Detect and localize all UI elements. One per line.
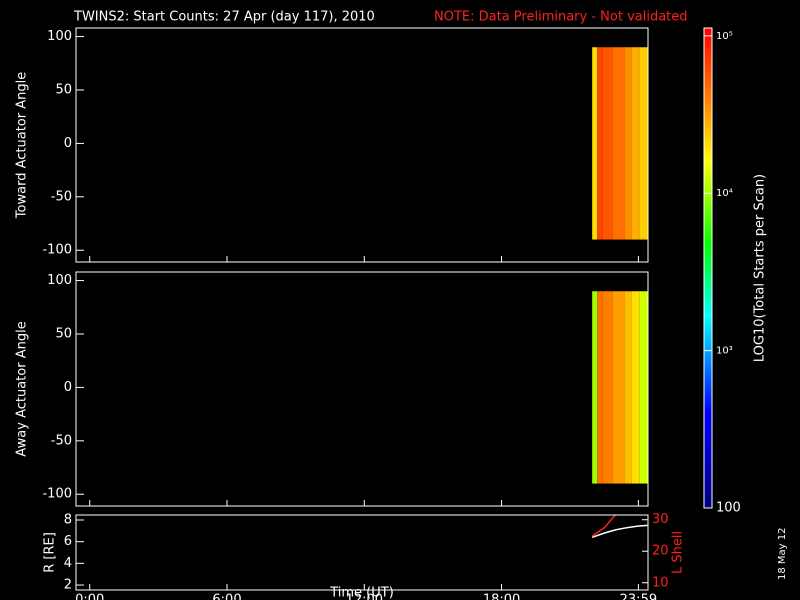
x-tick-label: 6:00 — [212, 593, 241, 600]
x-tick-label: 12:00 — [346, 593, 383, 600]
series-line — [591, 524, 648, 539]
heat-cell — [631, 291, 640, 484]
colorbar-tick-label: 100 — [716, 501, 741, 516]
y-tick-label: 2 — [64, 578, 72, 593]
x-label: Time (UT) — [329, 586, 394, 600]
colorbar-tick-label: 10⁴ — [716, 188, 733, 199]
colorbar-label: LOG10(Total Starts per Scan) — [753, 174, 768, 362]
y2-tick-label: 30 — [652, 512, 669, 527]
frame — [75, 27, 649, 263]
heat-cell — [592, 47, 598, 240]
y-tick-label: 100 — [47, 273, 72, 288]
title: TWINS2: Start Counts: 27 Apr (day 117), … — [73, 10, 375, 25]
y-label: Away Actuator Angle — [15, 321, 30, 456]
y-tick-label: 6 — [64, 534, 72, 549]
heat-cell — [602, 291, 613, 484]
y2-label: L Shell — [671, 531, 686, 574]
heat-cell — [639, 47, 648, 240]
y-tick-label: 0 — [64, 380, 72, 395]
y-tick-label: 0 — [64, 136, 72, 151]
x-tick-label: 0:00 — [75, 593, 104, 600]
heat-cell — [612, 47, 625, 240]
y-tick-label: -100 — [42, 487, 72, 502]
frame — [75, 514, 649, 591]
y-label: Toward Actuator Angle — [15, 72, 30, 219]
y-tick-label: -50 — [51, 433, 72, 448]
y2-tick-label: 20 — [652, 544, 669, 559]
y-tick-label: -50 — [51, 189, 72, 204]
y-tick-label: 100 — [47, 29, 72, 44]
series-line — [591, 515, 617, 537]
heat-cell — [624, 291, 632, 484]
colorbar-tick-label: 10⁵ — [716, 31, 733, 42]
y-tick-label: 8 — [64, 512, 72, 527]
x-tick-label: 23:59 — [620, 593, 657, 600]
plot-area — [592, 291, 648, 484]
y2-tick-label: 10 — [652, 575, 669, 590]
heat-cell — [612, 291, 625, 484]
heat-cell — [597, 47, 603, 240]
colorbar-tick-label: 10³ — [716, 346, 733, 357]
plot-area — [592, 47, 648, 240]
date: 18 May 12 — [777, 528, 788, 580]
heat-cell — [597, 291, 603, 484]
colorbar — [703, 27, 713, 509]
x-tick-label: 18:00 — [483, 593, 520, 600]
y-tick-label: 50 — [55, 82, 72, 97]
y-tick-label: -100 — [42, 243, 72, 258]
note: NOTE: Data Preliminary - Not validated — [434, 10, 688, 25]
heat-cell — [639, 291, 648, 484]
y-tick-label: 50 — [55, 326, 72, 341]
heat-cell — [602, 47, 613, 240]
y-label: R [RE] — [43, 532, 58, 573]
plot-area — [591, 515, 648, 539]
heat-cell — [631, 47, 640, 240]
heat-cell — [624, 47, 632, 240]
heat-cell — [592, 291, 598, 484]
frame — [75, 271, 649, 507]
y-tick-label: 4 — [64, 556, 72, 571]
